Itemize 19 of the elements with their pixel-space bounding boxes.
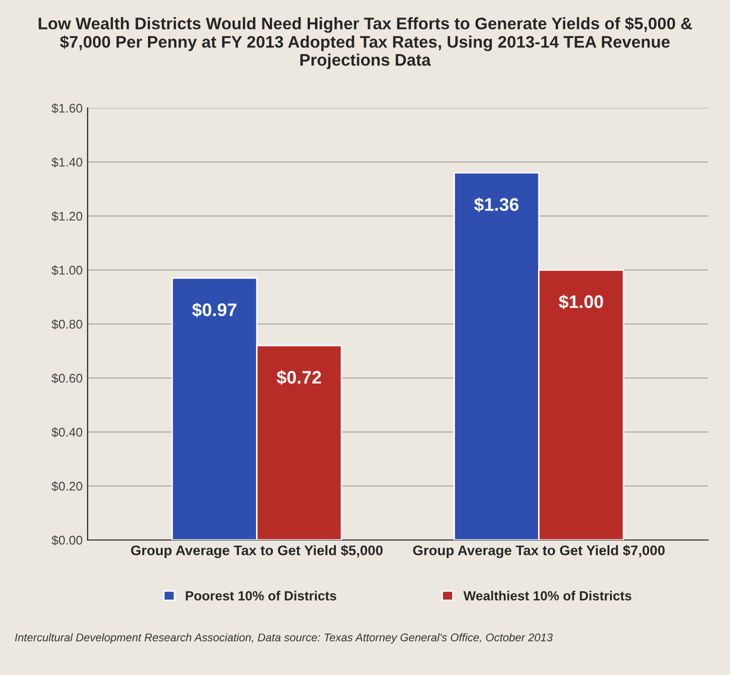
data-label: $0.97 — [192, 302, 236, 318]
y-tick-label: $0.80 — [52, 319, 82, 330]
y-tick-label: $1.40 — [52, 157, 82, 168]
y-tick-label: $1.20 — [52, 211, 82, 222]
y-tick-label: $0.40 — [52, 427, 82, 438]
y-tick-label: $1.00 — [52, 265, 82, 276]
y-tick-label: $0.00 — [52, 535, 82, 546]
text: Intercultural Development Research Association, Data source: Texas Attorney General's Office, October 2013 — [15, 633, 553, 644]
data-label: $1.36 — [474, 197, 519, 212]
data-label: $1.00 — [558, 294, 604, 310]
x-tick-label: Group Average Tax to Get Yield $5,000 — [131, 544, 383, 558]
legend-label: Poorest 10% of Districts — [186, 590, 336, 600]
y-tick-label: $0.20 — [52, 481, 82, 492]
legend-label: Wealthiest 10% of Districts — [463, 590, 632, 600]
x-tick-label: Group Average Tax to Get Yield $7,000 — [413, 544, 665, 558]
y-tick-label: $0.60 — [52, 373, 82, 384]
chart-title: Low Wealth Districts Would Need Higher Tax Efforts to Generate Yields of $5,000 & $7,000 Per Penny at FY 2013 Adopted Tax Rates, Using 2013-14 TEA Revenue Projections Data — [38, 16, 692, 70]
data-label: $0.72 — [276, 370, 322, 385]
y-tick-label: $1.60 — [52, 103, 82, 114]
